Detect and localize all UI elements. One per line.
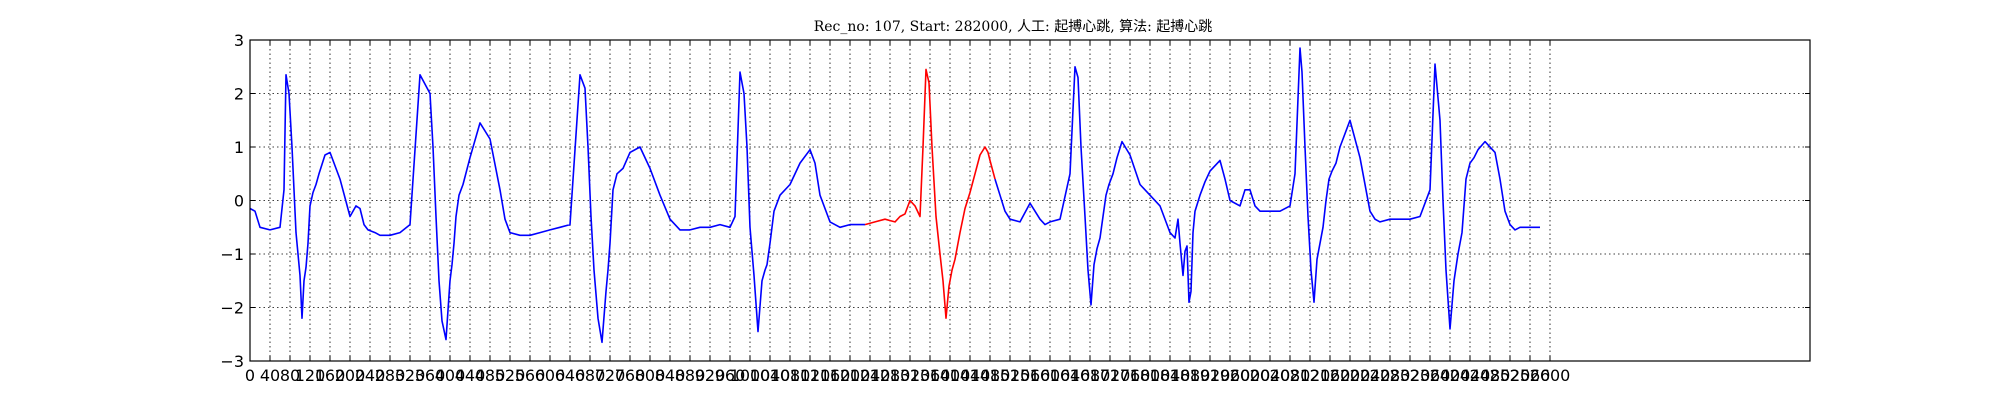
x-tick-label: 1160 xyxy=(810,366,851,385)
x-tick-label: 480 xyxy=(475,366,506,385)
x-tick-label: 2080 xyxy=(1270,366,1311,385)
x-tick-label: 2480 xyxy=(1470,366,1511,385)
x-tick-label: 1360 xyxy=(910,366,951,385)
series-group xyxy=(249,47,1540,344)
x-tick-label: 640 xyxy=(555,366,586,385)
x-tick-label: 840 xyxy=(655,366,686,385)
y-tick-label: −3 xyxy=(220,352,244,371)
y-tick-label: 0 xyxy=(234,192,244,211)
x-tick-label: 160 xyxy=(315,366,346,385)
series-line-3 xyxy=(994,47,1540,330)
x-tick-label: 2240 xyxy=(1350,366,1391,385)
x-tick-label: 1720 xyxy=(1090,366,1131,385)
chart-title: Rec_no: 107, Start: 282000, 人工: 起搏心跳, 算法… xyxy=(814,18,1213,35)
x-tick-label: 2560 xyxy=(1510,366,1551,385)
x-tick-label: 1560 xyxy=(1010,366,1051,385)
x-tick-label: 240 xyxy=(355,366,386,385)
x-tick-label: 1680 xyxy=(1070,366,1111,385)
y-tick-label: 1 xyxy=(234,138,244,157)
x-tick-label: 2320 xyxy=(1390,366,1431,385)
series-line-1 xyxy=(249,71,865,344)
y-tick-label: −2 xyxy=(220,299,244,318)
x-tick-label: 280 xyxy=(375,366,406,385)
x-tick-label: 1000 xyxy=(730,366,771,385)
x-tick-label: 680 xyxy=(575,366,606,385)
x-tick-label: 560 xyxy=(515,366,546,385)
x-tick-label: 2600 xyxy=(1530,366,1571,385)
y-tick-label: 2 xyxy=(234,85,244,104)
x-tick-label: 80 xyxy=(280,366,300,385)
x-tick-label: 1200 xyxy=(830,366,871,385)
y-tick-label: −1 xyxy=(220,245,244,264)
x-tick-label: 2160 xyxy=(1310,366,1351,385)
x-tick-label: 2280 xyxy=(1370,366,1411,385)
x-tick-label: 320 xyxy=(395,366,426,385)
x-tick-label: 40 xyxy=(260,366,280,385)
x-tick-label: 1920 xyxy=(1190,366,1231,385)
x-tick-label: 920 xyxy=(695,366,726,385)
x-tick-label: 1840 xyxy=(1150,366,1191,385)
x-tick-label: 440 xyxy=(455,366,486,385)
x-axis-ticks: 0 40 8012016020024028032036040044048052056… xyxy=(245,40,1570,385)
x-tick-label: 800 xyxy=(635,366,666,385)
x-tick-label: 2520 xyxy=(1490,366,1531,385)
x-tick-label: 1400 xyxy=(930,366,971,385)
x-tick-label: 600 xyxy=(535,366,566,385)
x-tick-label: 2440 xyxy=(1450,366,1491,385)
x-tick-label: 1960 xyxy=(1210,366,1251,385)
x-tick-label: 120 xyxy=(295,366,326,385)
x-tick-label: 1760 xyxy=(1110,366,1151,385)
x-tick-label: 1320 xyxy=(890,366,931,385)
x-tick-label: 0 xyxy=(245,366,255,385)
y-tick-label: 3 xyxy=(234,31,244,50)
x-tick-label: 960 xyxy=(715,366,746,385)
x-tick-label: 200 xyxy=(335,366,366,385)
x-tick-label: 1520 xyxy=(990,366,1031,385)
x-tick-label: 2040 xyxy=(1250,366,1291,385)
x-tick-label: 2360 xyxy=(1410,366,1451,385)
x-tick-label: 1240 xyxy=(850,366,891,385)
x-tick-label: 1280 xyxy=(870,366,911,385)
x-tick-label: 2200 xyxy=(1330,366,1371,385)
x-tick-label: 2400 xyxy=(1430,366,1471,385)
x-tick-label: 2120 xyxy=(1290,366,1331,385)
x-tick-label: 1600 xyxy=(1030,366,1071,385)
x-tick-label: 400 xyxy=(435,366,466,385)
grid xyxy=(250,40,1810,361)
x-tick-label: 1640 xyxy=(1050,366,1091,385)
x-tick-label: 880 xyxy=(675,366,706,385)
x-tick-label: 1120 xyxy=(790,366,831,385)
x-tick-label: 2000 xyxy=(1230,366,1271,385)
x-tick-label: 1080 xyxy=(770,366,811,385)
x-tick-label: 1480 xyxy=(970,366,1011,385)
x-tick-label: 1800 xyxy=(1130,366,1171,385)
x-tick-label: 720 xyxy=(595,366,626,385)
x-tick-label: 1040 xyxy=(750,366,791,385)
y-axis-ticks: −3 −2 −1 0 1 2 3 xyxy=(220,31,1810,371)
x-tick-label: 1440 xyxy=(950,366,991,385)
x-tick-label: 1880 xyxy=(1170,366,1211,385)
series-line-2 xyxy=(864,68,996,320)
x-tick-label: 760 xyxy=(615,366,646,385)
x-tick-label: 360 xyxy=(415,366,446,385)
x-tick-label: 520 xyxy=(495,366,526,385)
